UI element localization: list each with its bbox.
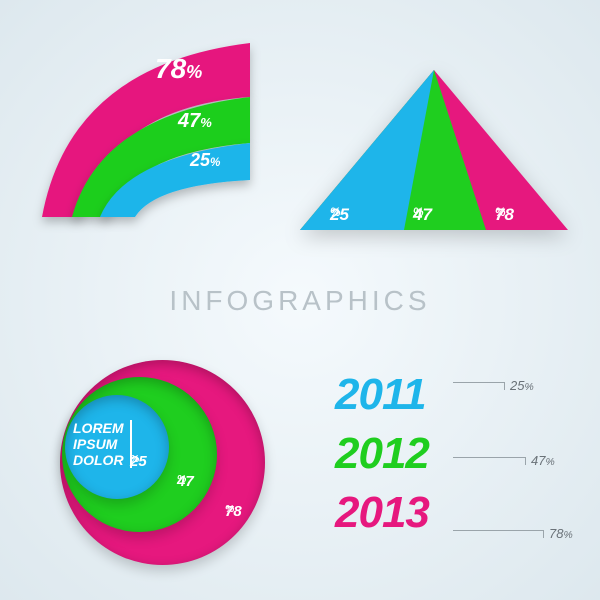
arc-pct-47: 47% <box>178 110 212 133</box>
year-row-2011: 2011 25% <box>335 370 575 425</box>
year-pct-78: 78% <box>549 526 573 541</box>
year-2012: 2012 <box>335 429 429 478</box>
arc-pct-78: 78% <box>155 53 202 85</box>
layered-arc-chart: 78% 47% 25% <box>30 35 280 235</box>
leader-line <box>453 457 526 465</box>
page-title: INFOGRAPHICS <box>0 285 600 317</box>
year-2013: 2013 <box>335 488 429 537</box>
year-2011: 2011 <box>335 370 426 419</box>
year-pct-25: 25% <box>510 378 534 393</box>
arc-pct-25: 25% <box>190 150 220 171</box>
year-pct-47: 47% <box>531 453 555 468</box>
leader-line <box>453 382 505 390</box>
year-row-2013: 2013 78% <box>335 488 575 543</box>
nested-circles-chart: LOREM IPSUM DOLOR 25% 47% 78% <box>55 355 265 565</box>
lorem-text: LOREM IPSUM DOLOR <box>73 420 132 468</box>
leader-line <box>453 530 544 538</box>
year-row-2012: 2012 47% <box>335 429 575 484</box>
triangle-labels: 25% 47% 78% <box>300 205 568 235</box>
year-list: 2011 25% 2012 47% 2013 78% <box>335 370 575 547</box>
